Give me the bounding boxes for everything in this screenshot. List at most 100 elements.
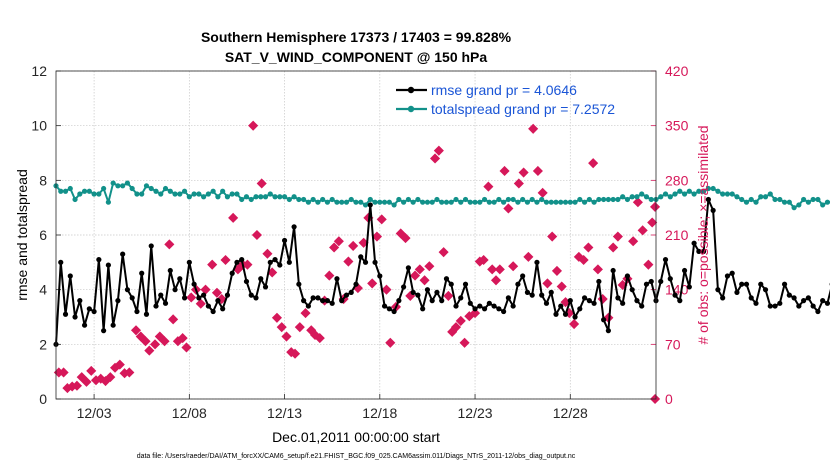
totalspread-point bbox=[762, 194, 769, 200]
y-left-tick-label: 0 bbox=[39, 391, 47, 407]
rmse-point bbox=[301, 298, 307, 304]
obs-assimilated-marker bbox=[523, 251, 534, 262]
totalspread-point bbox=[301, 196, 307, 203]
totalspread-point bbox=[629, 194, 635, 200]
totalspread-point bbox=[601, 196, 607, 203]
y-right-axis-label: # of obs: o=possible; ×=assimilated bbox=[695, 125, 711, 344]
totalspread-point bbox=[443, 199, 450, 205]
rmse-point bbox=[505, 295, 511, 301]
rmse-point bbox=[562, 311, 569, 317]
rmse-point bbox=[281, 237, 288, 244]
totalspread-point bbox=[439, 199, 445, 205]
y-left-tick-label: 6 bbox=[39, 227, 47, 243]
rmse-point bbox=[177, 276, 183, 282]
rmse-point bbox=[420, 306, 426, 312]
rmse-point bbox=[815, 308, 821, 315]
rmse-point bbox=[543, 300, 550, 306]
rmse-point bbox=[196, 295, 202, 301]
obs-assimilated-marker bbox=[220, 254, 231, 266]
rmse-point bbox=[496, 306, 502, 312]
y-right-tick-label: 350 bbox=[665, 118, 689, 134]
totalspread-point bbox=[201, 194, 207, 200]
totalspread-point bbox=[615, 196, 621, 203]
totalspread-point bbox=[539, 196, 545, 203]
totalspread-point bbox=[748, 196, 754, 203]
rmse-point bbox=[529, 292, 535, 298]
totalspread-point bbox=[458, 199, 464, 205]
obs-assimilated-marker bbox=[499, 165, 510, 177]
rmse-point bbox=[781, 281, 788, 287]
obs-assimilated-marker bbox=[643, 259, 654, 270]
rmse-point bbox=[710, 207, 716, 213]
totalspread-point bbox=[572, 199, 578, 205]
rmse-point bbox=[472, 306, 478, 312]
totalspread-point bbox=[767, 191, 773, 197]
y-left-tick-label: 12 bbox=[31, 63, 47, 79]
obs-assimilated-marker bbox=[612, 231, 623, 242]
totalspread-point bbox=[86, 188, 92, 194]
totalspread-point bbox=[72, 196, 78, 203]
obs-assimilated-marker bbox=[348, 240, 359, 251]
totalspread-point bbox=[320, 196, 326, 203]
rmse-point bbox=[762, 287, 769, 293]
rmse-point bbox=[101, 328, 107, 334]
series-totalspread bbox=[53, 180, 830, 211]
rmse-point bbox=[601, 317, 607, 323]
totalspread-point bbox=[648, 196, 654, 203]
obs-assimilated-marker bbox=[71, 380, 83, 391]
obs-assimilated-marker bbox=[256, 178, 267, 189]
totalspread-point bbox=[191, 191, 197, 197]
rmse-point bbox=[72, 314, 78, 320]
rmse-point bbox=[639, 303, 645, 309]
rmse-point bbox=[396, 298, 402, 304]
totalspread-point bbox=[467, 199, 473, 205]
totalspread-point bbox=[362, 202, 369, 208]
rmse-point bbox=[186, 259, 192, 265]
totalspread-point bbox=[124, 180, 131, 186]
rmse-point bbox=[343, 292, 350, 298]
obs-assimilated-marker bbox=[637, 225, 648, 236]
rmse-point bbox=[67, 273, 73, 279]
rmse-point bbox=[572, 314, 578, 320]
totalspread-point bbox=[772, 196, 778, 203]
totalspread-point bbox=[139, 191, 145, 197]
totalspread-point bbox=[472, 199, 478, 205]
rmse-point bbox=[577, 306, 583, 312]
totalspread-point bbox=[77, 191, 83, 197]
rmse-point bbox=[605, 328, 611, 334]
rmse-point bbox=[258, 276, 264, 282]
totalspread-point bbox=[739, 196, 745, 203]
totalspread-point bbox=[720, 191, 726, 197]
totalspread-point bbox=[153, 188, 159, 194]
rmse-point bbox=[58, 259, 64, 265]
obs-assimilated-marker bbox=[371, 231, 383, 242]
y-left-tick-label: 4 bbox=[39, 282, 47, 298]
rmse-point bbox=[501, 308, 507, 315]
rmse-point bbox=[748, 295, 754, 301]
totalspread-point bbox=[658, 194, 664, 200]
rmse-point bbox=[320, 298, 326, 304]
totalspread-point bbox=[529, 196, 535, 203]
totalspread-point bbox=[543, 199, 550, 205]
totalspread-point bbox=[101, 185, 107, 192]
obs-assimilated-marker bbox=[608, 242, 619, 253]
totalspread-point bbox=[277, 194, 283, 200]
obs-assimilated-marker bbox=[556, 281, 567, 292]
totalspread-point bbox=[186, 194, 192, 200]
rmse-point bbox=[191, 281, 197, 287]
totalspread-point bbox=[91, 191, 97, 197]
totalspread-point bbox=[420, 199, 426, 205]
totalspread-point bbox=[520, 196, 526, 203]
obs-assimilated-marker bbox=[381, 284, 392, 295]
y-right-tick-label: 280 bbox=[665, 172, 689, 188]
rmse-point bbox=[553, 311, 559, 317]
obs-assimilated-marker bbox=[207, 259, 218, 270]
totalspread-point bbox=[343, 199, 350, 205]
totalspread-point bbox=[610, 196, 616, 203]
rmse-point bbox=[462, 281, 469, 287]
rmse-point bbox=[272, 257, 278, 263]
rmse-point bbox=[667, 276, 673, 282]
totalspread-point bbox=[58, 188, 64, 194]
